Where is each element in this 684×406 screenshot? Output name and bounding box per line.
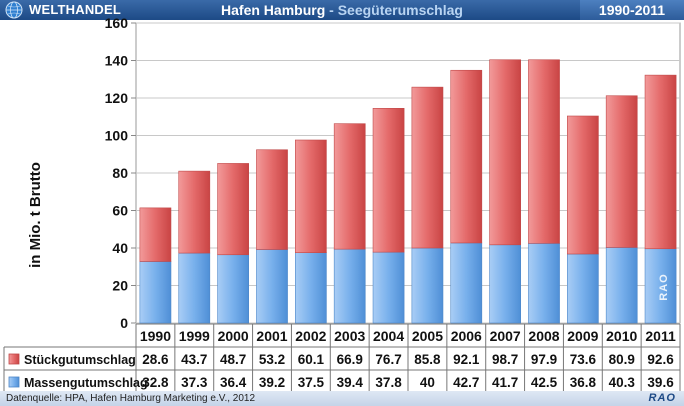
data-cell: 37.8 — [375, 375, 402, 390]
data-cell: 97.9 — [531, 352, 557, 367]
data-cell: 40 — [420, 375, 435, 390]
data-cell: 36.4 — [220, 375, 247, 390]
legend-label: Massengutumschlag — [24, 376, 148, 390]
bar-massengut-2007 — [489, 244, 521, 324]
bar-stueckgut-2010 — [605, 95, 638, 248]
bar-stueckgut-2007 — [489, 59, 521, 246]
x-tick-label: 2001 — [256, 328, 287, 344]
x-tick-label: 2009 — [567, 328, 598, 344]
watermark-label: RAO — [658, 273, 670, 300]
bar-massengut-2006 — [450, 242, 483, 324]
data-cell: 28.6 — [142, 352, 169, 367]
bar-massengut-2009 — [567, 253, 599, 324]
bar-stueckgut-2004 — [372, 108, 405, 253]
x-tick-label: 2000 — [218, 328, 249, 344]
bar-massengut-2002 — [295, 252, 327, 324]
bar-stueckgut-2000 — [217, 163, 249, 256]
title-main: Hafen Hamburg — [221, 2, 326, 18]
data-cell: 39.4 — [337, 375, 364, 390]
x-tick-label: 1990 — [140, 328, 171, 344]
header-bar: WELTHANDEL Hafen Hamburg - Seegüterumsch… — [0, 0, 684, 20]
data-cell: 37.5 — [298, 375, 325, 390]
y-tick-label: 40 — [112, 240, 128, 256]
data-cell: 43.7 — [181, 352, 207, 367]
data-cell: 85.8 — [414, 352, 441, 367]
data-cell: 42.5 — [531, 375, 558, 390]
legend-swatch-0 — [8, 353, 20, 365]
data-cell: 39.2 — [259, 375, 285, 390]
y-tick-label: 140 — [105, 53, 129, 69]
bar-massengut-2005 — [411, 247, 444, 324]
y-tick-label: 60 — [112, 203, 128, 219]
y-axis-label: in Mio. t Brutto — [27, 162, 44, 268]
data-cell: 98.7 — [492, 352, 518, 367]
data-cell: 60.1 — [298, 352, 325, 367]
data-cell: 37.3 — [181, 375, 208, 390]
bar-stueckgut-1999 — [178, 170, 211, 254]
data-cell: 40.3 — [609, 375, 636, 390]
data-cell: 76.7 — [375, 352, 401, 367]
globe-icon — [5, 1, 23, 19]
y-tick-label: 0 — [120, 315, 128, 331]
bar-massengut-2008 — [528, 243, 560, 324]
legend-swatch-1 — [8, 376, 20, 388]
x-tick-label: 2002 — [295, 328, 326, 344]
data-cell: 42.7 — [453, 375, 479, 390]
bar-massengut-2004 — [372, 251, 405, 324]
data-cell: 41.7 — [492, 375, 518, 390]
bar-stueckgut-2008 — [528, 59, 560, 244]
x-tick-label: 2011 — [645, 328, 676, 344]
data-cell: 39.6 — [647, 375, 674, 390]
bar-massengut-1999 — [178, 252, 211, 324]
x-tick-label: 2007 — [490, 328, 521, 344]
page-title: Hafen Hamburg - Seegüterumschlag — [0, 2, 684, 18]
y-tick-label: 160 — [105, 15, 129, 31]
x-tick-label: 2004 — [373, 328, 404, 344]
y-tick-label: 20 — [112, 278, 128, 294]
bar-stueckgut-2003 — [333, 123, 366, 250]
data-cell: 32.8 — [142, 375, 169, 390]
x-tick-label: 2003 — [334, 328, 365, 344]
bar-stueckgut-1990 — [139, 207, 172, 262]
x-tick-label: 2006 — [451, 328, 482, 344]
x-tick-label: 1999 — [179, 328, 210, 344]
data-cell: 92.1 — [453, 352, 480, 367]
bar-stueckgut-2005 — [411, 86, 444, 249]
bar-massengut-2000 — [217, 254, 249, 324]
data-cell: 80.9 — [609, 352, 635, 367]
y-tick-label: 100 — [105, 128, 129, 144]
title-separator: - — [325, 2, 338, 18]
data-cell: 53.2 — [259, 352, 285, 367]
y-tick-label: 120 — [105, 90, 129, 106]
data-cell: 48.7 — [220, 352, 246, 367]
bar-stueckgut-2006 — [450, 69, 483, 244]
legend-label: Stückgutumschlag — [24, 353, 136, 367]
y-tick-label: 80 — [112, 165, 128, 181]
x-tick-label: 2010 — [606, 328, 637, 344]
bar-massengut-1990 — [139, 261, 172, 324]
footer-bar: Datenquelle: HPA, Hafen Hamburg Marketin… — [0, 391, 684, 406]
bar-stueckgut-2001 — [256, 149, 288, 250]
x-tick-label: 2005 — [412, 328, 443, 344]
bar-massengut-2003 — [333, 248, 366, 324]
data-cell: 66.9 — [337, 352, 363, 367]
bar-massengut-2011 — [644, 248, 677, 324]
bar-stueckgut-2002 — [295, 139, 327, 253]
source-note: Datenquelle: HPA, Hafen Hamburg Marketin… — [6, 393, 256, 404]
bar-stueckgut-2011 — [644, 74, 677, 250]
chart: 0 20 40 60 80 100 120 140 160 1990 1999 2000 2001 20… — [3, 15, 681, 391]
data-cell: 36.8 — [570, 375, 597, 390]
bar-massengut-2010 — [605, 247, 638, 324]
data-cell: 92.6 — [647, 352, 674, 367]
bar-massengut-2001 — [256, 249, 288, 324]
footer-logo: RAO — [648, 392, 676, 404]
title-sub: Seegüterumschlag — [337, 2, 463, 18]
period-badge: 1990-2011 — [580, 0, 684, 20]
x-tick-label: 2008 — [528, 328, 559, 344]
brand-label: WELTHANDEL — [29, 2, 122, 17]
data-cell: 73.6 — [570, 352, 597, 367]
bar-stueckgut-2009 — [567, 115, 599, 255]
